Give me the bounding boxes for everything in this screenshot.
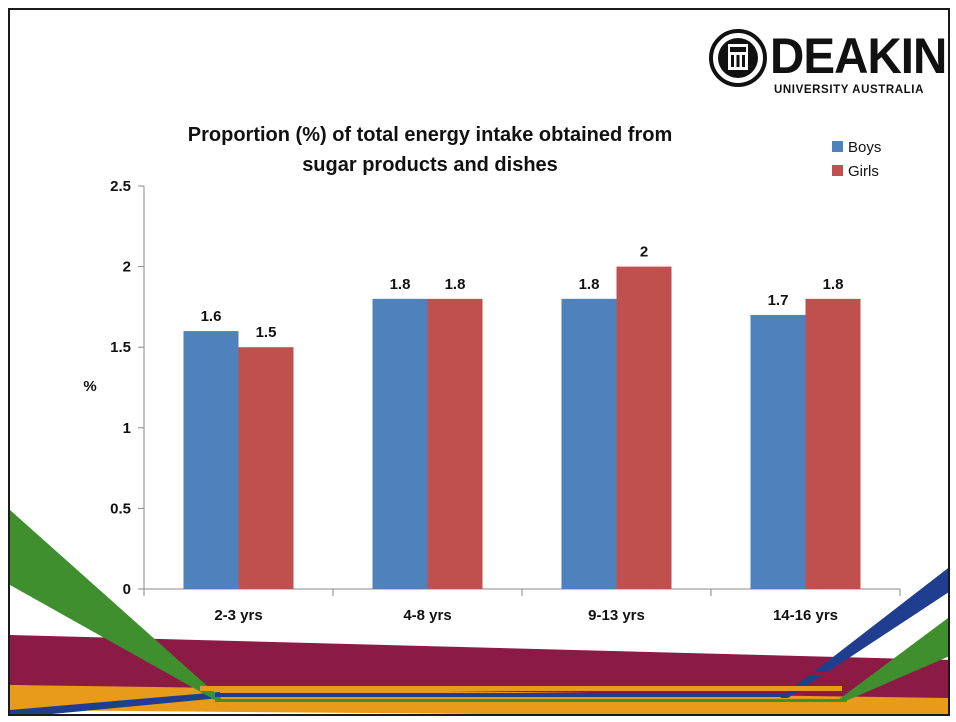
logo-wordmark: DEAKIN	[770, 28, 947, 84]
legend: Boys Girls	[832, 139, 881, 180]
legend-label-boys: Boys	[848, 139, 881, 156]
data-label: 1.7	[768, 292, 789, 309]
x-tick-label: 9-13 yrs	[588, 607, 645, 624]
bar-boys	[183, 331, 239, 589]
chart-title-line-1: Proportion (%) of total energy intake ob…	[188, 124, 672, 146]
y-tick-label: 1.5	[110, 339, 131, 356]
data-label: 1.8	[823, 276, 844, 293]
y-axis-label: %	[83, 378, 96, 395]
x-tick-label: 2-3 yrs	[214, 607, 262, 624]
legend-swatch-girls	[832, 165, 843, 176]
ribbon-blue-left	[10, 692, 220, 714]
chart-title-line-2: sugar products and dishes	[302, 154, 558, 176]
bars: 1.6 1.5 1.8 1.8 1.8 2 1.7 1.8	[183, 244, 861, 589]
ribbon-blue-right	[780, 568, 948, 698]
bar-girls	[238, 347, 294, 589]
ribbon-line-orange	[200, 686, 842, 691]
x-tick-label: 4-8 yrs	[403, 607, 451, 624]
logo-tagline: UNIVERSITY AUSTRALIA	[774, 84, 925, 96]
x-tick-label: 14-16 yrs	[773, 607, 838, 624]
ribbon-green-left	[10, 510, 223, 700]
bar-boys	[561, 298, 617, 589]
data-label: 1.8	[579, 276, 600, 293]
ribbon-green-right	[838, 617, 948, 700]
y-tick-label: 2.5	[110, 178, 131, 195]
data-label: 1.8	[445, 276, 466, 293]
y-tick-label: 0	[123, 581, 131, 598]
bar-girls	[427, 298, 483, 589]
legend-swatch-boys	[832, 141, 843, 152]
data-label: 1.6	[201, 308, 222, 325]
deakin-logo: DEAKIN UNIVERSITY AUSTRALIA	[704, 26, 947, 106]
bar-girls	[616, 266, 672, 589]
bar-girls	[805, 298, 861, 589]
y-tick-label: 0.5	[110, 500, 131, 517]
decorative-ribbons	[10, 510, 948, 714]
slide-frame: DEAKIN UNIVERSITY AUSTRALIA Proportion (…	[8, 8, 950, 716]
legend-label-girls: Girls	[848, 163, 879, 180]
deakin-crest-icon	[709, 29, 767, 87]
ribbon-line-maroon	[200, 672, 842, 676]
data-label: 1.5	[256, 324, 277, 341]
data-label: 1.8	[390, 276, 411, 293]
bar-boys	[750, 314, 806, 589]
data-label: 2	[640, 244, 648, 261]
ribbon-line-green	[215, 699, 847, 702]
bar-chart: Proportion (%) of total energy intake ob…	[83, 124, 901, 624]
y-tick-label: 1	[123, 420, 131, 437]
ribbon-line-blue	[215, 693, 787, 697]
bar-boys	[372, 298, 428, 589]
y-tick-label: 2	[123, 259, 131, 276]
